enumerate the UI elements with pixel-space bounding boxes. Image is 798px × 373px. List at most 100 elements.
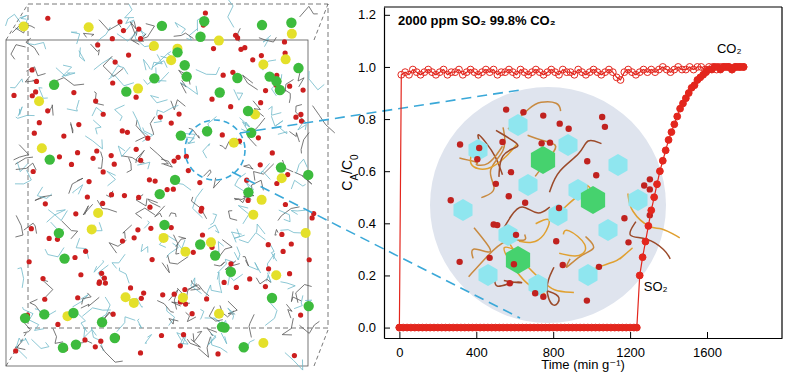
molecule-chain	[265, 302, 277, 325]
atom-yellow	[257, 195, 267, 205]
atom-yellow	[93, 208, 103, 218]
atom-red	[101, 169, 106, 174]
molecule-chain	[10, 79, 22, 88]
hexagon-cyan	[453, 199, 472, 221]
x-tick-label: 0	[396, 345, 403, 360]
molecule-chain	[244, 165, 254, 170]
data-point	[642, 238, 649, 245]
molecule-chain	[214, 262, 225, 266]
molecule-chain	[280, 282, 295, 289]
atom-red	[176, 111, 181, 116]
molecule-chain	[228, 308, 235, 319]
atom-red	[147, 205, 152, 210]
atom-green	[71, 339, 81, 349]
atom-red	[292, 353, 297, 358]
atom-red	[78, 272, 83, 277]
atom-green	[226, 267, 236, 277]
atom-red	[250, 57, 255, 62]
molecule-chain	[26, 67, 45, 76]
hexagon-cyan	[478, 264, 497, 286]
molecule-chain	[119, 268, 129, 284]
molecule-chain	[53, 328, 63, 343]
atom-yellow	[87, 224, 97, 234]
molecule-chain	[313, 106, 335, 133]
atom-red	[165, 187, 170, 192]
inset-dot	[499, 139, 505, 145]
atom-yellow	[84, 22, 94, 32]
atom-red	[29, 226, 34, 231]
molecule-chain	[174, 33, 194, 39]
atom-green	[243, 187, 253, 197]
atom-red	[86, 179, 91, 184]
atom-green	[267, 293, 277, 303]
atom-green	[54, 228, 64, 238]
atom-red	[117, 19, 122, 24]
atom-red	[186, 168, 191, 173]
atom-red	[120, 238, 125, 243]
atom-red	[47, 236, 52, 241]
atom-red	[75, 150, 80, 155]
hexagon-cyan	[508, 114, 527, 136]
molecule-chain	[296, 285, 312, 303]
inset-disc	[430, 87, 666, 323]
molecule-chain	[117, 31, 142, 41]
atom-yellow	[214, 309, 224, 319]
atom-red	[101, 112, 106, 117]
molecule-chain	[257, 224, 266, 234]
polymer-chain	[566, 237, 593, 268]
atom-yellow	[229, 138, 239, 148]
inset-dot	[520, 109, 526, 115]
atom-red	[113, 59, 118, 64]
data-point	[740, 64, 747, 71]
y-axis-line	[384, 8, 385, 339]
atom-red	[82, 337, 87, 342]
atom-red	[293, 115, 298, 120]
x-tick-mark	[707, 332, 708, 338]
box-edge	[6, 330, 28, 366]
atom-green	[243, 106, 253, 116]
atom-yellow	[180, 247, 190, 257]
atom-red	[279, 232, 284, 237]
atom-red	[259, 53, 264, 58]
molecule-chain	[271, 116, 282, 126]
molecule-chain	[167, 307, 175, 326]
polymer-chain	[519, 219, 549, 242]
molecule-chain	[84, 328, 96, 338]
atom-green	[275, 85, 285, 95]
y-tick-label: 0.2	[358, 268, 376, 283]
atom-yellow	[206, 237, 216, 247]
atom-red	[228, 104, 233, 109]
molecule-chain	[278, 128, 287, 134]
atom-red	[160, 292, 165, 297]
inset-dot	[507, 280, 513, 286]
data-point	[659, 157, 666, 164]
y-tick-mark	[384, 15, 390, 16]
data-point	[668, 129, 675, 136]
molecule-chain	[300, 321, 320, 333]
molecule-chain	[138, 319, 142, 328]
atom-red	[233, 33, 238, 38]
molecule-chain	[21, 338, 28, 345]
data-point	[654, 181, 661, 188]
molecule-chain	[82, 293, 91, 305]
y-tick: 0.6	[358, 164, 390, 179]
y-tick-mark	[384, 67, 390, 68]
molecule-chain	[150, 117, 155, 135]
inset-dot	[456, 259, 462, 265]
atom-red	[197, 180, 202, 185]
y-tick-label: 0.0	[358, 320, 376, 335]
molecule-chain	[67, 100, 79, 111]
atom-red	[289, 241, 294, 246]
polymer-chain	[559, 230, 585, 256]
molecule-chain	[103, 56, 123, 76]
molecule-chain	[238, 206, 249, 224]
inset-dot	[565, 126, 571, 132]
molecule-chain	[76, 238, 88, 258]
atom-red	[220, 132, 225, 137]
inset-dot	[457, 141, 463, 147]
box-edge	[314, 4, 328, 40]
molecule-chain	[171, 100, 186, 110]
molecule-chain	[144, 221, 149, 229]
atom-red	[211, 46, 216, 51]
atom-yellow	[258, 59, 268, 69]
